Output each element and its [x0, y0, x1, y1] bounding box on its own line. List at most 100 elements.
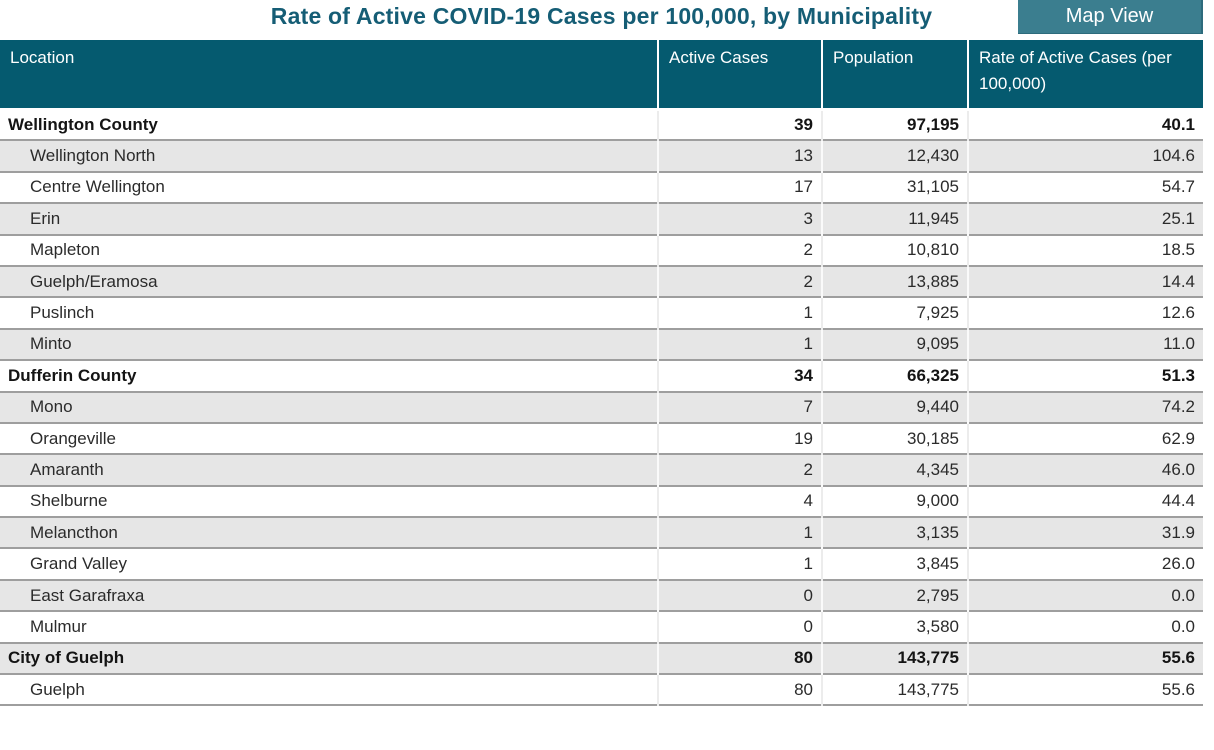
- rate-cell: 14.4: [967, 265, 1203, 298]
- table-row[interactable]: Erin 3 11,945 25.1: [0, 203, 1203, 235]
- column-header-active-cases[interactable]: Active Cases: [657, 40, 822, 109]
- rate-cell: 0.0: [967, 579, 1203, 612]
- population-cell: 9,440: [821, 391, 968, 423]
- table-row[interactable]: East Garafraxa 0 2,795 0.0: [0, 579, 1203, 612]
- rate-cell: 74.2: [967, 391, 1203, 423]
- location-cell: Erin: [30, 208, 61, 228]
- location-cell: Amaranth: [30, 459, 104, 479]
- active-cases-cell: 3: [657, 203, 822, 235]
- population-cell: 30,185: [821, 422, 968, 455]
- population-cell: 10,810: [821, 234, 968, 266]
- rate-cell: 11.0: [967, 328, 1203, 361]
- population-cell: 9,095: [821, 328, 968, 361]
- rate-cell: 46.0: [967, 454, 1203, 486]
- active-cases-cell: 0: [657, 579, 822, 612]
- table-row[interactable]: Centre Wellington 17 31,105 54.7: [0, 171, 1203, 204]
- active-cases-cell: 0: [657, 611, 822, 643]
- header-row: Location Active Cases Population Rate of…: [0, 40, 1203, 109]
- table-row[interactable]: Guelph/Eramosa 2 13,885 14.4: [0, 265, 1203, 298]
- top-bar: Rate of Active COVID-19 Cases per 100,00…: [0, 0, 1214, 40]
- active-cases-cell: 4: [657, 485, 822, 518]
- rate-cell: 44.4: [967, 485, 1203, 518]
- population-cell: 3,845: [821, 548, 968, 580]
- rate-cell: 31.9: [967, 517, 1203, 549]
- table-row[interactable]: City of Guelph 80 143,775 55.6: [0, 642, 1203, 675]
- rate-cell: 18.5: [967, 234, 1203, 266]
- location-cell: Wellington County: [8, 114, 158, 134]
- location-cell: Melancthon: [30, 522, 118, 542]
- population-cell: 143,775: [821, 674, 968, 706]
- location-cell: Minto: [30, 334, 72, 354]
- page-title: Rate of Active COVID-19 Cases per 100,00…: [270, 3, 933, 29]
- location-cell: Guelph: [30, 679, 85, 699]
- location-cell: Mulmur: [30, 616, 87, 636]
- rate-cell: 26.0: [967, 548, 1203, 580]
- location-cell: Guelph/Eramosa: [30, 271, 158, 291]
- active-cases-cell: 80: [657, 674, 822, 706]
- active-cases-cell: 19: [657, 422, 822, 455]
- rate-cell: 12.6: [967, 297, 1203, 329]
- population-cell: 97,195: [821, 109, 968, 141]
- column-header-location[interactable]: Location: [0, 40, 658, 109]
- population-cell: 9,000: [821, 485, 968, 518]
- rate-cell: 55.6: [967, 642, 1203, 675]
- rate-cell: 51.3: [967, 360, 1203, 392]
- active-cases-cell: 17: [657, 171, 822, 204]
- population-cell: 3,135: [821, 517, 968, 549]
- location-cell: Mapleton: [30, 240, 100, 260]
- table-row[interactable]: Orangeville 19 30,185 62.9: [0, 422, 1203, 455]
- location-cell: City of Guelph: [8, 648, 125, 668]
- table-row[interactable]: Wellington North 13 12,430 104.6: [0, 140, 1203, 172]
- population-cell: 7,925: [821, 297, 968, 329]
- rate-cell: 104.6: [967, 140, 1203, 172]
- active-cases-cell: 1: [657, 328, 822, 361]
- active-cases-cell: 1: [657, 517, 822, 549]
- table-row[interactable]: Minto 1 9,095 11.0: [0, 328, 1203, 361]
- rate-cell: 54.7: [967, 171, 1203, 204]
- table-row[interactable]: Mapleton 2 10,810 18.5: [0, 234, 1203, 266]
- active-cases-cell: 13: [657, 140, 822, 172]
- table-body: Wellington County 39 97,195 40.1 Wellington …: [0, 109, 1203, 706]
- table-row[interactable]: Wellington County 39 97,195 40.1: [0, 109, 1203, 141]
- table-row[interactable]: Grand Valley 1 3,845 26.0: [0, 548, 1203, 580]
- column-header-rate[interactable]: Rate of Active Cases (per 100,000): [967, 40, 1203, 109]
- rate-cell: 40.1: [967, 109, 1203, 141]
- table-row[interactable]: Melancthon 1 3,135 31.9: [0, 517, 1203, 549]
- column-header-population[interactable]: Population: [821, 40, 968, 109]
- rate-cell: 55.6: [967, 674, 1203, 706]
- population-cell: 12,430: [821, 140, 968, 172]
- rate-cell: 62.9: [967, 422, 1203, 455]
- rate-cell: 25.1: [967, 203, 1203, 235]
- population-cell: 3,580: [821, 611, 968, 643]
- table-row[interactable]: Amaranth 2 4,345 46.0: [0, 454, 1203, 486]
- location-cell: East Garafraxa: [30, 585, 145, 605]
- population-cell: 2,795: [821, 579, 968, 612]
- location-cell: Orangeville: [30, 428, 116, 448]
- population-cell: 66,325: [821, 360, 968, 392]
- table-row[interactable]: Guelph 80 143,775 55.6: [0, 674, 1203, 706]
- table-row[interactable]: Mono 7 9,440 74.2: [0, 391, 1203, 423]
- active-cases-cell: 2: [657, 265, 822, 298]
- table-row[interactable]: Shelburne 4 9,000 44.4: [0, 485, 1203, 518]
- location-cell: Wellington North: [30, 146, 156, 166]
- active-cases-cell: 1: [657, 548, 822, 580]
- table-row[interactable]: Puslinch 1 7,925 12.6: [0, 297, 1203, 329]
- active-cases-cell: 80: [657, 642, 822, 675]
- population-cell: 4,345: [821, 454, 968, 486]
- location-cell: Grand Valley: [30, 554, 128, 574]
- location-cell: Mono: [30, 397, 73, 417]
- table-header: Location Active Cases Population Rate of…: [0, 40, 1203, 109]
- covid-rate-table: Location Active Cases Population Rate of…: [0, 40, 1203, 707]
- table-row[interactable]: Dufferin County 34 66,325 51.3: [0, 360, 1203, 392]
- table-row[interactable]: Mulmur 0 3,580 0.0: [0, 611, 1203, 643]
- map-view-button[interactable]: Map View: [1018, 0, 1203, 34]
- population-cell: 11,945: [821, 203, 968, 235]
- active-cases-cell: 39: [657, 109, 822, 141]
- population-cell: 31,105: [821, 171, 968, 204]
- active-cases-cell: 1: [657, 297, 822, 329]
- location-cell: Shelburne: [30, 491, 108, 511]
- active-cases-cell: 2: [657, 234, 822, 266]
- location-cell: Puslinch: [30, 303, 95, 323]
- location-cell: Dufferin County: [8, 365, 137, 385]
